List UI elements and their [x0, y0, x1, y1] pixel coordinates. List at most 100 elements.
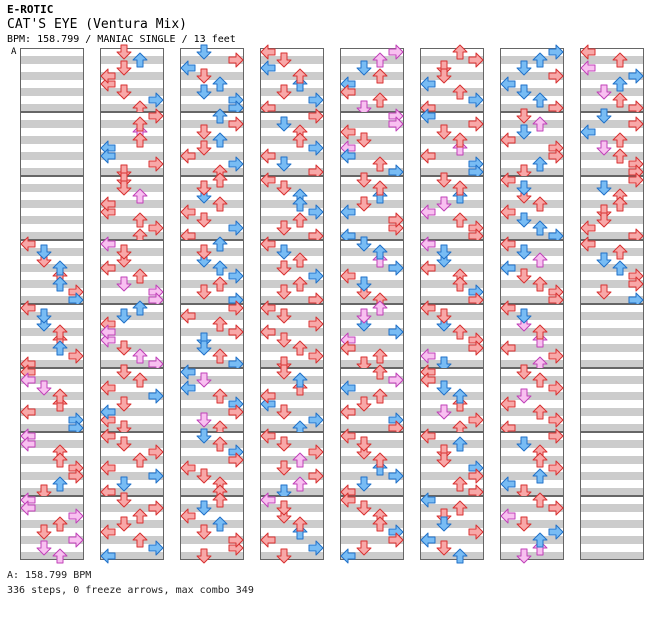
beat-stripe [260, 328, 324, 336]
measure-border [260, 240, 324, 304]
left-arrow-icon [580, 60, 596, 76]
measure-border [100, 112, 164, 176]
up-arrow-icon [292, 132, 308, 148]
right-arrow-icon [228, 300, 244, 316]
right-arrow-icon [388, 260, 404, 276]
beat-stripe [20, 200, 84, 208]
left-arrow-icon [420, 532, 436, 548]
up-arrow-icon [132, 348, 148, 364]
beat-stripe [180, 56, 244, 64]
up-arrow-icon [212, 436, 228, 452]
beat-stripe [420, 264, 484, 272]
up-arrow-icon [52, 548, 68, 564]
right-arrow-icon [388, 372, 404, 388]
beat-stripe [500, 424, 564, 432]
measure-border [180, 112, 244, 176]
left-arrow-icon [500, 204, 516, 220]
left-arrow-icon [580, 124, 596, 140]
beat-stripe [500, 152, 564, 160]
left-arrow-icon [340, 404, 356, 420]
beat-stripe [20, 296, 84, 304]
down-arrow-icon [276, 332, 292, 348]
beat-stripe [420, 440, 484, 448]
measure-border [580, 432, 644, 496]
measure [100, 44, 164, 116]
right-arrow-icon [148, 92, 164, 108]
left-arrow-icon [500, 260, 516, 276]
beat-stripe [20, 328, 84, 336]
beat-stripe [500, 232, 564, 240]
up-arrow-icon [292, 196, 308, 212]
beat-stripe [260, 504, 324, 512]
beat-stripe [20, 216, 84, 224]
up-arrow-icon [372, 388, 388, 404]
beat-stripe [500, 200, 564, 208]
measure [500, 44, 564, 116]
measure-border [20, 240, 84, 304]
down-arrow-icon [276, 180, 292, 196]
step-stats: 336 steps, 0 freeze arrows, max combo 34… [7, 585, 254, 596]
measure [180, 236, 244, 308]
right-arrow-icon [148, 540, 164, 556]
beat-stripe [500, 296, 564, 304]
down-arrow-icon [356, 476, 372, 492]
beat-stripe [580, 440, 644, 448]
right-arrow-icon [308, 444, 324, 460]
left-arrow-icon [340, 492, 356, 508]
measure [580, 304, 644, 368]
measure-border [580, 48, 644, 112]
beat-stripe [580, 152, 644, 160]
right-arrow-icon [308, 92, 324, 108]
beat-stripe [180, 472, 244, 480]
down-arrow-icon [196, 180, 212, 196]
down-arrow-icon [516, 548, 532, 564]
left-arrow-icon [100, 196, 116, 212]
down-arrow-icon [436, 172, 452, 188]
beat-stripe [580, 504, 644, 512]
up-arrow-icon [52, 340, 68, 356]
beat-stripe [420, 232, 484, 240]
down-arrow-icon [116, 60, 132, 76]
down-arrow-icon [356, 308, 372, 324]
up-arrow-icon [212, 316, 228, 332]
right-arrow-icon [468, 412, 484, 428]
right-arrow-icon [308, 108, 324, 124]
beat-stripe [100, 344, 164, 352]
left-arrow-icon [580, 236, 596, 252]
left-arrow-icon [20, 500, 36, 516]
up-arrow-icon [372, 364, 388, 380]
down-arrow-icon [276, 404, 292, 420]
beat-stripe [580, 136, 644, 144]
up-arrow-icon [52, 388, 68, 404]
beat-stripe [500, 280, 564, 288]
up-arrow-icon [292, 252, 308, 268]
beat-stripe [500, 216, 564, 224]
down-arrow-icon [196, 44, 212, 60]
measure [20, 48, 84, 112]
beat-stripe [420, 504, 484, 512]
beat-stripe [500, 488, 564, 496]
right-arrow-icon [228, 404, 244, 420]
up-arrow-icon [532, 92, 548, 108]
left-arrow-icon [100, 380, 116, 396]
right-arrow-icon [468, 468, 484, 484]
measure [340, 236, 404, 308]
measure [340, 428, 404, 500]
up-arrow-icon [452, 276, 468, 292]
down-arrow-icon [276, 460, 292, 476]
down-arrow-icon [516, 436, 532, 452]
beat-stripe [20, 520, 84, 528]
beat-stripe [580, 536, 644, 544]
down-arrow-icon [276, 548, 292, 564]
beat-stripe [340, 296, 404, 304]
down-arrow-icon [356, 276, 372, 292]
beat-stripe [340, 440, 404, 448]
up-arrow-icon [212, 388, 228, 404]
measure-border [180, 304, 244, 368]
measure-border [340, 112, 404, 176]
beat-stripe [260, 280, 324, 288]
measure-border [500, 48, 564, 112]
beat-stripe [20, 456, 84, 464]
up-arrow-icon [532, 52, 548, 68]
measure-border [260, 112, 324, 176]
